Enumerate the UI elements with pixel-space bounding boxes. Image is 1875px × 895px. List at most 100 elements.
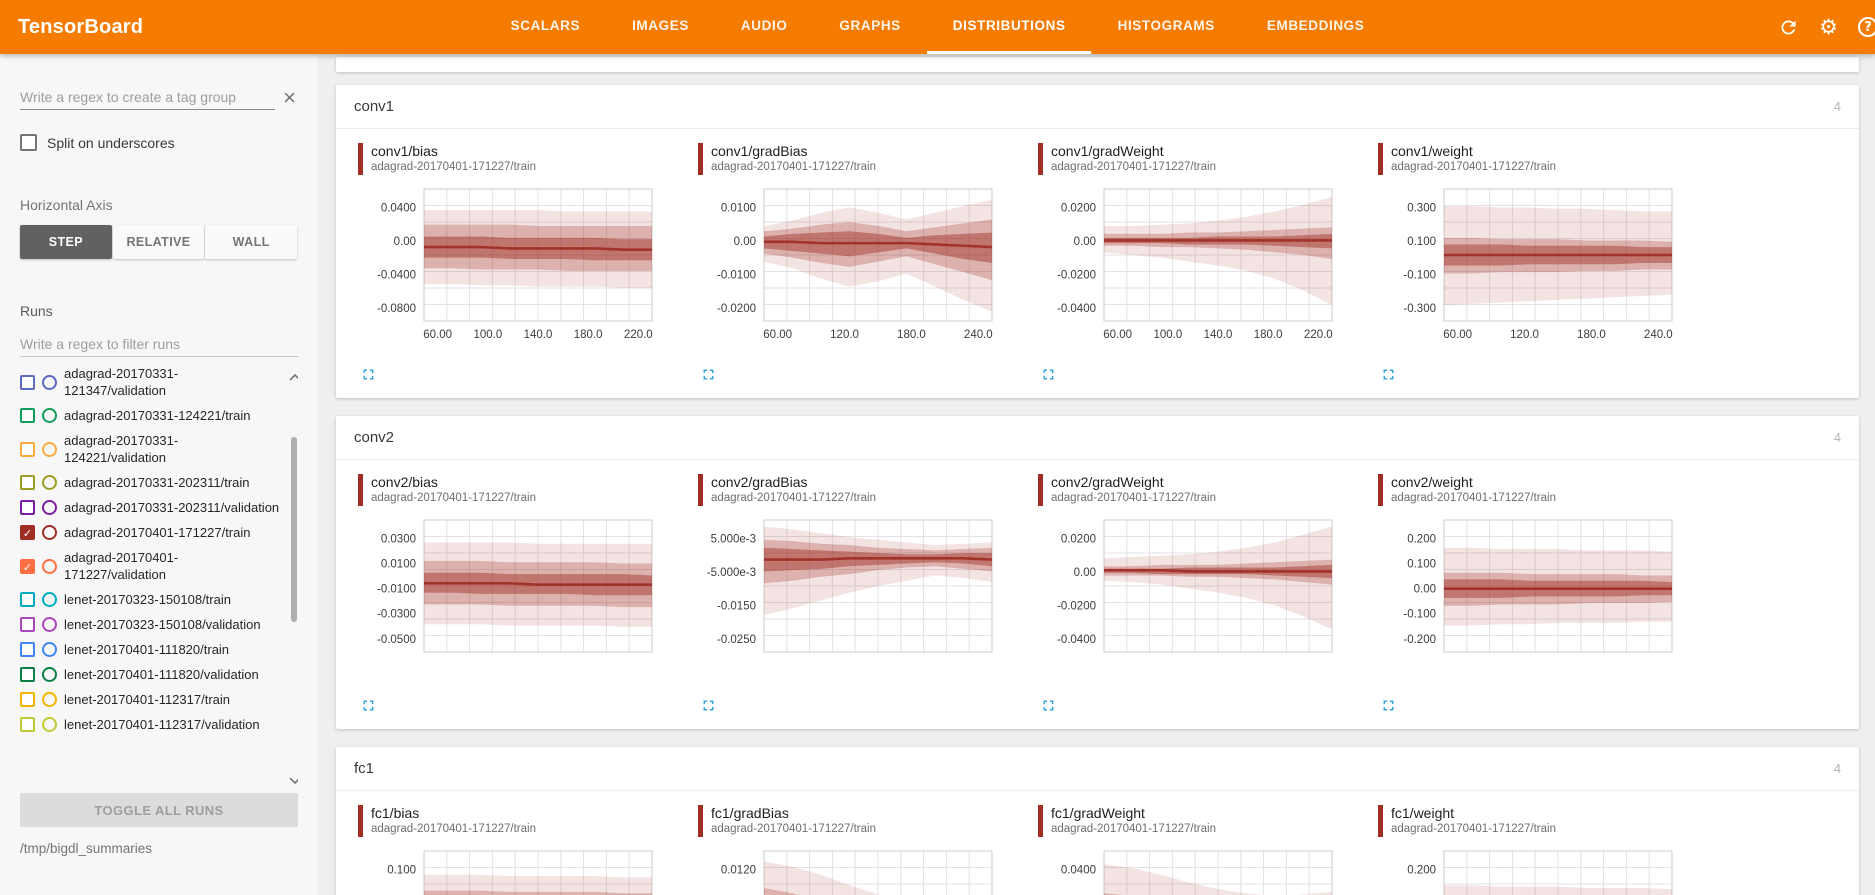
run-checkbox[interactable] (20, 667, 35, 682)
toggle-all-runs-button[interactable]: TOGGLE ALL RUNS (20, 793, 298, 827)
help-icon[interactable]: ? (1858, 17, 1875, 37)
y-tick-label: -0.100 (1403, 269, 1436, 281)
run-solo-radio[interactable] (42, 617, 57, 632)
tab-audio[interactable]: AUDIO (740, 18, 788, 33)
run-solo-radio[interactable] (42, 558, 57, 574)
chart-heading: conv2/bias adagrad-20170401-171227/train (358, 474, 698, 506)
axis-button-wall[interactable]: WALL (205, 225, 298, 259)
scroll-down-icon[interactable] (288, 773, 298, 785)
run-checkbox[interactable] (20, 692, 35, 707)
expand-icon[interactable] (360, 366, 378, 384)
run-label: adagrad-20170331-124221/train (64, 408, 251, 423)
tab-images[interactable]: IMAGES (632, 18, 689, 33)
tag-group-header[interactable]: fc1 4 (336, 747, 1859, 791)
run-item[interactable]: adagrad-20170331-121347/validation (20, 365, 280, 399)
run-checkbox[interactable] (20, 642, 35, 657)
run-list: adagrad-20170331-121347/validation adagra… (20, 365, 298, 785)
run-checkbox[interactable] (20, 374, 35, 390)
tag-group-header[interactable]: conv1 4 (336, 85, 1859, 129)
chart-run-label: adagrad-20170401-171227/train (1051, 161, 1216, 173)
run-item[interactable]: lenet-20170323-150108/train (20, 591, 280, 608)
run-solo-radio[interactable] (42, 525, 57, 540)
sidebar: × Split on underscores Horizontal Axis S… (0, 54, 318, 895)
tab-distributions[interactable]: DISTRIBUTIONS (926, 0, 1092, 54)
run-checkbox[interactable]: ✓ (20, 558, 35, 574)
run-item[interactable]: lenet-20170401-111820/validation (20, 666, 280, 683)
run-solo-radio[interactable] (42, 642, 57, 657)
chart-title: conv1/gradBias (711, 143, 808, 159)
run-checkbox[interactable] (20, 717, 35, 732)
x-tick-label: 60.00 (423, 329, 452, 341)
run-checkbox[interactable] (20, 592, 35, 607)
x-tick-label: 140.0 (524, 329, 553, 341)
run-item[interactable]: adagrad-20170331-202311/validation (20, 499, 280, 516)
run-solo-radio[interactable] (42, 441, 57, 457)
expand-icon[interactable] (360, 697, 378, 715)
run-solo-radio[interactable] (42, 500, 57, 515)
tab-graphs[interactable]: GRAPHS (839, 18, 901, 33)
chart-run-label: adagrad-20170401-171227/train (371, 492, 536, 504)
run-item[interactable]: lenet-20170401-112317/train (20, 691, 280, 708)
expand-icon[interactable] (1380, 366, 1398, 384)
run-solo-radio[interactable] (42, 692, 57, 707)
scroll-up-icon[interactable] (288, 369, 298, 381)
run-solo-radio[interactable] (42, 717, 57, 732)
expand-icon[interactable] (1380, 697, 1398, 715)
run-label: adagrad-20170331-124221/validation (64, 433, 179, 465)
expand-icon[interactable] (700, 366, 718, 384)
run-label: lenet-20170323-150108/train (64, 592, 231, 607)
run-item[interactable]: ✓ adagrad-20170401-171227/validation (20, 549, 280, 583)
axis-button-step[interactable]: STEP (20, 225, 112, 259)
run-item[interactable]: adagrad-20170331-124221/train (20, 407, 280, 424)
y-tick-label: 0.100 (387, 864, 416, 876)
axis-button-relative[interactable]: RELATIVE (112, 225, 205, 259)
run-checkbox[interactable] (20, 500, 35, 515)
chart-run-label: adagrad-20170401-171227/train (371, 161, 536, 173)
run-item[interactable]: lenet-20170401-111820/train (20, 641, 280, 658)
run-solo-radio[interactable] (42, 667, 57, 682)
tab-scalars[interactable]: SCALARS (510, 18, 581, 33)
run-item[interactable]: lenet-20170401-112317/validation (20, 716, 280, 733)
expand-icon[interactable] (1040, 366, 1058, 384)
tag-filter-input[interactable] (20, 84, 276, 110)
x-tick-label: 180.0 (574, 329, 603, 341)
expand-icon[interactable] (1040, 697, 1058, 715)
run-checkbox[interactable] (20, 475, 35, 490)
run-filter-input[interactable] (20, 331, 298, 357)
x-tick-label: 120.0 (830, 329, 859, 341)
run-solo-radio[interactable] (42, 592, 57, 607)
run-checkbox[interactable]: ✓ (20, 525, 35, 540)
tab-embeddings[interactable]: EMBEDDINGS (1266, 18, 1365, 33)
close-icon[interactable]: × (283, 85, 296, 110)
run-item[interactable]: adagrad-20170331-202311/train (20, 474, 280, 491)
run-solo-radio[interactable] (42, 374, 57, 390)
y-tick-label: -0.0250 (717, 634, 756, 646)
y-tick-label: 0.0100 (381, 559, 416, 571)
run-list-scrollbar[interactable] (291, 437, 297, 622)
run-solo-radio[interactable] (42, 475, 57, 490)
split-underscores-checkbox[interactable] (20, 134, 37, 151)
run-checkbox[interactable] (20, 408, 35, 423)
tab-histograms[interactable]: HISTOGRAMS (1117, 18, 1215, 33)
y-tick-label: 0.00 (1074, 567, 1096, 579)
run-solo-radio[interactable] (42, 408, 57, 423)
chart-card-fc1-gradWeight: fc1/gradWeight adagrad-20170401-171227/tr… (1038, 805, 1378, 895)
expand-icon[interactable] (700, 697, 718, 715)
tag-group-header[interactable]: conv2 4 (336, 416, 1859, 460)
run-checkbox[interactable] (20, 617, 35, 632)
header-icons: ⚙ ? (1778, 15, 1875, 39)
app-header: TensorBoard SCALARS IMAGES AUDIO GRAPHS DIST… (0, 0, 1875, 54)
run-item[interactable]: lenet-20170323-150108/validation (20, 616, 280, 633)
run-item[interactable]: ✓ adagrad-20170401-171227/train (20, 524, 280, 541)
run-list-wrap: adagrad-20170331-121347/validation adagra… (20, 365, 298, 785)
refresh-icon[interactable] (1778, 17, 1799, 38)
split-underscores-row[interactable]: Split on underscores (20, 134, 298, 151)
settings-gear-icon[interactable]: ⚙ (1819, 15, 1838, 39)
y-tick-label: 0.0300 (381, 533, 416, 545)
y-tick-label: 0.200 (1407, 533, 1436, 545)
previous-card-partial (336, 57, 1859, 72)
run-checkbox[interactable] (20, 441, 35, 457)
run-item[interactable]: adagrad-20170331-124221/validation (20, 432, 280, 466)
y-tick-label: -0.0200 (1057, 600, 1096, 612)
